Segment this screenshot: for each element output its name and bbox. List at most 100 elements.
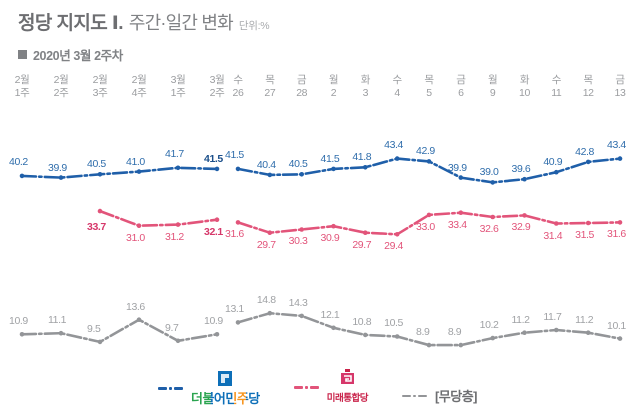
legend-item-undecided[interactable]: [무당층]: [401, 386, 478, 405]
value-label-daily-1-9: 32.9: [511, 221, 531, 234]
series-line-weekly-1: [98, 209, 219, 227]
value-label-daily-1-6: 33.0: [416, 220, 435, 233]
data-point-weekly-2-3: [136, 317, 142, 322]
data-point-daily-1-11: [585, 220, 591, 226]
value-label-daily-1-2: 30.3: [288, 235, 308, 248]
data-point-weekly-2-5: [214, 332, 220, 337]
data-point-weekly-1-1: [136, 223, 142, 228]
value-label-weekly-0-0: 40.2: [9, 155, 28, 168]
unit-label: 단위:%: [238, 20, 270, 32]
value-label-daily-2-10: 11.7: [543, 311, 562, 323]
utp-logo-icon: [340, 369, 355, 391]
value-label-daily-0-4: 41.8: [352, 151, 372, 164]
legend-item-democratic-party[interactable]: 더불어민주당: [157, 371, 260, 406]
value-label-daily-2-5: 10.5: [384, 317, 403, 330]
value-label-daily-1-1: 29.7: [256, 238, 276, 251]
value-label-daily-1-7: 33.4: [447, 218, 467, 231]
value-label-weekly-0-1: 39.9: [48, 161, 67, 174]
value-label-daily-2-1: 14.8: [256, 294, 276, 307]
value-label-weekly-2-1: 11.1: [48, 314, 67, 327]
data-point-weekly-1-2: [175, 222, 181, 227]
legend-item-united-future-party[interactable]: 미래통합당: [293, 369, 369, 405]
axis-tick-weekly-5: 3월 2주: [209, 74, 225, 99]
value-label-weekly-1-4: 31.2: [165, 230, 184, 243]
legend-label-united-future-party: 미래통합당: [326, 393, 369, 404]
square-bullet-icon: [18, 50, 27, 59]
axis-tick-weekly-3: 2월 4주: [131, 74, 147, 99]
daily-chart-plot: 41.5 40.4 40.5 41.5 41.8 43.4 42.9 39.9 39.0 39.6…: [218, 139, 635, 350]
data-point-weekly-1-3: [214, 217, 220, 222]
data-point-daily-1-5: [394, 232, 400, 237]
series-line-weekly-2: [20, 318, 219, 344]
dashed-line-icon-blue: [157, 383, 184, 393]
axis-tick-weekly-4: 3월 1주: [170, 74, 186, 99]
data-point-daily-0-10: [554, 169, 559, 175]
data-point-daily-0-5: [394, 156, 400, 161]
axis-tick-daily-1: 목 27: [264, 74, 276, 99]
value-label-daily-0-5: 43.4: [384, 138, 403, 151]
value-label-daily-1-12: 31.6: [607, 228, 626, 241]
dashed-line-icon-gray: [401, 391, 428, 401]
data-point-daily-2-9: [522, 330, 527, 335]
data-point-daily-1-6: [426, 212, 432, 218]
data-point-weekly-0-5: [214, 166, 220, 172]
data-point-daily-0-11: [585, 159, 591, 165]
axis-tick-daily-9: 화 10: [519, 74, 530, 99]
data-point-daily-1-0: [235, 220, 241, 225]
chart-legend: 더불어민주당 미래통합당 [무당층]: [0, 369, 635, 405]
data-point-weekly-0-4: [175, 165, 181, 171]
data-point-daily-0-2: [299, 172, 304, 177]
series-line-weekly-0: [20, 166, 219, 179]
data-point-daily-2-7: [458, 342, 464, 348]
value-label-daily-0-6: 42.9: [416, 145, 435, 158]
data-point-weekly-1-0: [97, 208, 103, 214]
data-point-daily-0-9: [522, 176, 527, 182]
chart-header: 정당 지지도 Ⅰ. 주간·일간 변화 단위:% 2020년 3월 2주차: [18, 8, 635, 64]
data-point-daily-1-7: [458, 210, 464, 215]
value-label-weekly-2-2: 9.5: [87, 322, 101, 335]
value-label-weekly-2-0: 10.9: [9, 315, 28, 328]
value-label-daily-0-2: 40.5: [288, 158, 308, 171]
axis-tick-daily-0: 수 26: [232, 74, 244, 99]
data-point-daily-0-4: [363, 165, 368, 170]
data-point-weekly-2-1: [58, 330, 64, 336]
value-label-daily-0-0: 41.5: [225, 148, 244, 161]
data-point-daily-1-12: [617, 220, 623, 225]
value-label-daily-0-11: 42.8: [575, 145, 594, 158]
value-label-daily-1-8: 32.6: [479, 223, 499, 236]
axis-tick-weekly-0: 2월 1주: [14, 74, 30, 99]
value-label-daily-1-5: 29.4: [384, 240, 403, 253]
value-label-daily-1-10: 31.4: [543, 229, 563, 242]
data-point-daily-1-8: [490, 214, 496, 220]
data-point-daily-2-12: [617, 336, 623, 341]
page-subtitle-inline: 주간·일간 변화: [128, 13, 234, 33]
value-label-daily-0-7: 39.9: [447, 161, 467, 174]
period-label: 2020년 3월 2주차: [33, 49, 123, 63]
data-point-weekly-2-2: [97, 339, 103, 345]
data-point-daily-2-2: [299, 313, 304, 319]
legend-label-democratic-party: 더불어민주당: [190, 391, 260, 406]
value-label-daily-2-12: 10.1: [607, 319, 626, 332]
value-label-daily-0-9: 39.6: [511, 163, 531, 176]
value-label-daily-1-0: 31.6: [225, 228, 244, 241]
axis-tick-daily-2: 금 28: [296, 74, 308, 99]
dp-logo-icon: [218, 371, 233, 391]
value-label-daily-0-3: 41.5: [320, 152, 340, 165]
subtitle-row: 2020년 3월 2주차: [18, 45, 635, 64]
axis-tick-weekly-2: 2월 3주: [92, 74, 108, 99]
axis-tick-daily-11: 목 12: [582, 74, 594, 99]
axis-tick-weekly-1: 2월 2주: [53, 74, 69, 99]
data-point-weekly-2-4: [175, 338, 181, 344]
axis-tick-daily-10: 수 11: [551, 74, 562, 99]
data-point-weekly-0-0: [19, 173, 25, 179]
value-label-daily-1-3: 30.9: [320, 232, 340, 245]
data-point-daily-2-4: [363, 332, 368, 338]
weekly-axis-labels: 2월 1주 2월 2주 2월 3주 2월 4주 3월 1주 3월 2주: [15, 74, 225, 106]
data-point-daily-1-10: [554, 221, 559, 226]
value-label-weekly-0-2: 40.5: [87, 158, 106, 171]
title-row: 정당 지지도 Ⅰ. 주간·일간 변화 단위:%: [18, 8, 635, 35]
